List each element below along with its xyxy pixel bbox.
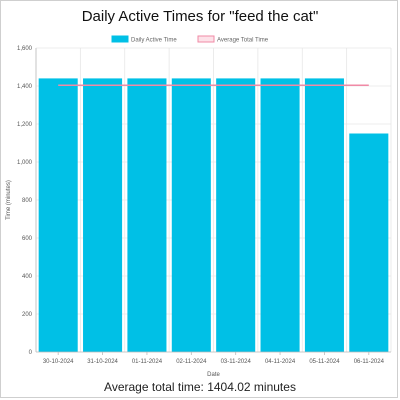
bar: [349, 134, 388, 353]
x-tick-label: 01-11-2024: [132, 359, 163, 365]
legend-label: Average Total Time: [217, 38, 269, 44]
legend-swatch: [198, 36, 214, 42]
x-tick-label: 02-11-2024: [176, 359, 207, 365]
x-tick-label: 04-11-2024: [265, 359, 296, 365]
y-tick-label: 0: [29, 350, 33, 356]
y-tick-label: 200: [22, 312, 33, 318]
y-tick-label: 1,000: [17, 160, 33, 166]
y-tick-label: 1,200: [17, 122, 33, 128]
y-axis-label: Time (minutes): [6, 180, 12, 220]
x-axis-label: Date: [207, 372, 220, 378]
bar: [83, 78, 122, 352]
y-tick-label: 600: [22, 236, 33, 242]
x-axis-ticks: 30-10-2024 31-10-2024 01-11-2024 02-11-2024…: [43, 352, 385, 365]
y-axis-ticks: 0 200 400 600 800 1,000 1,200 1,400 1,600: [17, 46, 33, 356]
x-tick-label: 03-11-2024: [221, 359, 252, 365]
bar: [127, 78, 166, 352]
bar: [305, 78, 344, 352]
y-tick-label: 800: [22, 198, 33, 204]
x-tick-label: 31-10-2024: [87, 359, 118, 365]
bar: [39, 78, 78, 352]
legend: Daily Active Time Average Total Time: [112, 36, 269, 44]
bar: [261, 78, 300, 352]
y-tick-label: 1,400: [17, 84, 33, 90]
x-tick-label: 30-10-2024: [43, 359, 74, 365]
x-tick-label: 05-11-2024: [309, 359, 340, 365]
legend-swatch: [112, 36, 128, 42]
bar: [216, 78, 255, 352]
legend-label: Daily Active Time: [131, 38, 177, 44]
x-tick-label: 06-11-2024: [354, 359, 385, 365]
y-tick-label: 400: [22, 274, 33, 280]
average-summary: Average total time: 1404.02 minutes: [0, 380, 400, 394]
bar: [172, 78, 211, 352]
y-tick-label: 1,600: [17, 46, 33, 52]
